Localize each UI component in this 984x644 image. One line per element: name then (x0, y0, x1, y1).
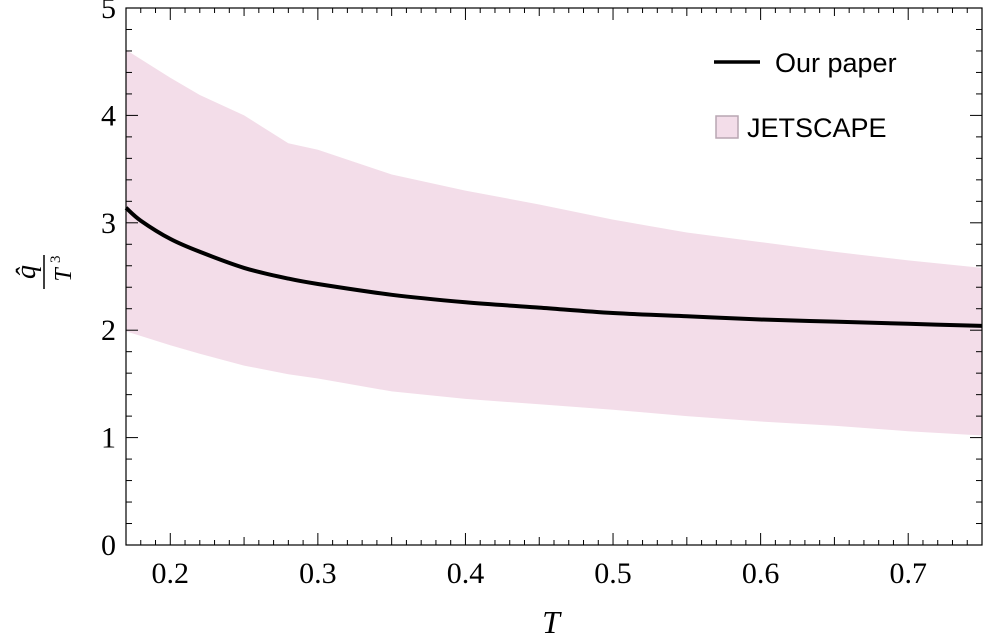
plot-area (124, 49, 983, 436)
series-line-our-paper (124, 206, 983, 328)
legend: Our paper JETSCAPE (714, 48, 897, 143)
x-tick-label: 0.5 (594, 557, 632, 590)
x-axis-label: T (542, 604, 562, 640)
legend-swatch-jetscape (715, 115, 739, 139)
x-tick-label: 0.3 (299, 557, 337, 590)
y-tick-label: 3 (101, 207, 116, 240)
y-axis-label-exponent: 3 (48, 256, 64, 264)
y-tick-label: 4 (101, 99, 116, 132)
y-tick-label: 0 (101, 529, 116, 562)
y-tick-label: 5 (101, 0, 116, 25)
x-tick-label: 0.4 (447, 557, 485, 590)
ticks: 0.2 0.3 0.4 0.5 0.6 0.7 0 1 2 3 4 5 (101, 0, 983, 590)
y-tick-label: 1 (101, 422, 116, 455)
x-tick-label: 0.2 (152, 557, 190, 590)
x-axis-title: T (542, 604, 562, 640)
legend-label-our-paper: Our paper (775, 48, 897, 78)
y-axis-label-numerator: q̂ (11, 265, 42, 279)
x-tick-label: 0.7 (889, 557, 927, 590)
x-tick-label: 0.6 (742, 557, 780, 590)
y-tick-label: 2 (101, 314, 116, 347)
legend-label-jetscape: JETSCAPE (747, 113, 887, 143)
series-band-jetscape (126, 49, 982, 436)
y-axis-label-denominator: T (51, 267, 77, 282)
y-axis-title: q̂ T 3 (11, 255, 77, 289)
